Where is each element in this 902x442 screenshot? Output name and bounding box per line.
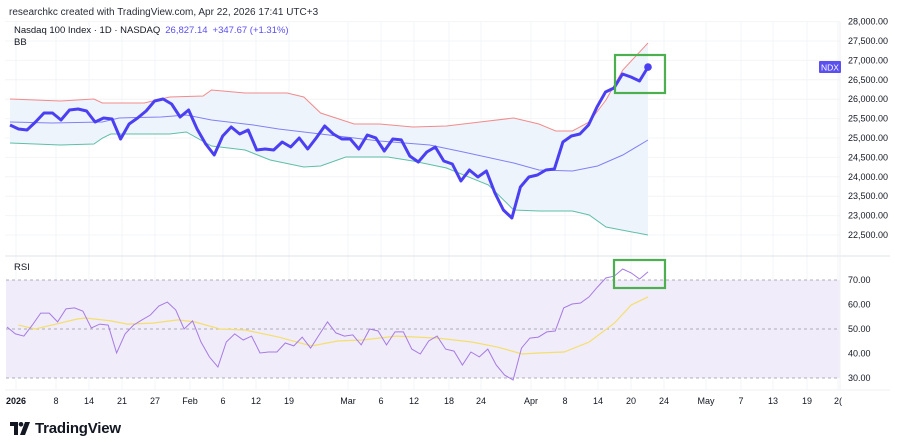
time-axis-label: 6: [378, 396, 383, 406]
price-change: +347.67 (+1.31%): [212, 25, 289, 36]
time-axis-label: 18: [444, 396, 454, 406]
price-line[interactable]: [9, 66, 650, 220]
time-axis-label: 8: [562, 396, 567, 406]
price-pane[interactable]: [9, 42, 652, 236]
time-axis-label: 6: [220, 396, 225, 406]
symbol-title: Nasdaq 100 Index · 1D · NASDAQ: [14, 25, 161, 36]
last-price-dot: [644, 63, 652, 71]
price-axis-label: 24,500.00: [848, 152, 888, 162]
time-axis-label: 19: [802, 396, 812, 406]
highlight-box-price: [613, 53, 667, 95]
time-axis-label: 12: [409, 396, 419, 406]
time-axis-label: 13: [768, 396, 778, 406]
rsi-axis-label: 70.00: [848, 275, 871, 285]
price-axis-label: 27,500.00: [848, 36, 888, 46]
bollinger-band-fill: [10, 43, 648, 235]
time-axis-label: 2026: [6, 396, 26, 406]
bollinger-basis-line[interactable]: [9, 114, 649, 172]
indicator-label-bb[interactable]: BB: [14, 37, 27, 48]
time-axis-label: 2(: [834, 396, 842, 406]
price-axis-label: 25,000.00: [848, 133, 888, 143]
time-axis-label: 24: [476, 396, 486, 406]
time-axis-label: 14: [593, 396, 603, 406]
time-axis-label: 8: [53, 396, 58, 406]
time-axis-label: 12: [251, 396, 261, 406]
rsi-line[interactable]: [6, 268, 649, 381]
rsi-axis-label: 40.00: [848, 349, 871, 359]
symbol-legend[interactable]: Nasdaq 100 Index · 1D · NASDAQ 26,827.14 +…: [14, 25, 289, 36]
tradingview-logo-text: TradingView: [35, 420, 121, 437]
price-axis-label: 26,500.00: [848, 75, 888, 85]
time-axis-label: 21: [117, 396, 127, 406]
time-axis-label: 19: [284, 396, 294, 406]
rsi-axis[interactable]: 70.00 60.00 50.00 40.00 30.00: [848, 275, 871, 383]
price-axis-label: 27,000.00: [848, 55, 888, 65]
time-axis-label: Apr: [524, 396, 538, 406]
tradingview-logo-icon: [10, 421, 30, 435]
rsi-axis-label: 30.00: [848, 373, 871, 383]
bollinger-lower-line[interactable]: [9, 131, 649, 236]
time-axis-label: 24: [659, 396, 669, 406]
time-axis-label: May: [697, 396, 715, 406]
ndx-badge: NDX: [819, 61, 841, 73]
price-axis-label: 26,000.00: [848, 94, 888, 104]
rsi-axis-label: 50.00: [848, 324, 871, 334]
time-axis-label: Feb: [182, 396, 198, 406]
time-axis[interactable]: 2026 8 14 21 27 Feb 6 12 19 Mar 6 12 18 24 Apr 8 14 20 24 M…: [6, 396, 842, 406]
price-axis[interactable]: 28,000.00 27,500.00 27,000.00 26,500.00 26,0…: [848, 17, 888, 240]
price-axis-label: 22,500.00: [848, 230, 888, 240]
chart-credit: researchkc created with TradingView.com,…: [9, 7, 319, 18]
price-axis-label: 24,000.00: [848, 172, 888, 182]
price-axis-label: 28,000.00: [848, 17, 888, 27]
tradingview-logo[interactable]: TradingView: [10, 420, 121, 437]
highlight-box-rsi: [612, 258, 667, 290]
rsi-axis-label: 60.00: [848, 300, 871, 310]
time-axis-label: 27: [150, 396, 160, 406]
ndx-badge-label: NDX: [821, 63, 839, 73]
rsi-pane[interactable]: [6, 268, 840, 381]
time-axis-label: Mar: [340, 396, 356, 406]
last-price: 26,827.14: [165, 25, 208, 36]
price-axis-label: 23,000.00: [848, 211, 888, 221]
time-axis-label: 14: [84, 396, 94, 406]
bollinger-upper-line[interactable]: [9, 42, 649, 132]
time-axis-label: 7: [738, 396, 743, 406]
price-axis-label: 25,500.00: [848, 114, 888, 124]
time-axis-label: 20: [626, 396, 636, 406]
price-axis-label: 23,500.00: [848, 191, 888, 201]
indicator-label-rsi[interactable]: RSI: [14, 262, 30, 273]
